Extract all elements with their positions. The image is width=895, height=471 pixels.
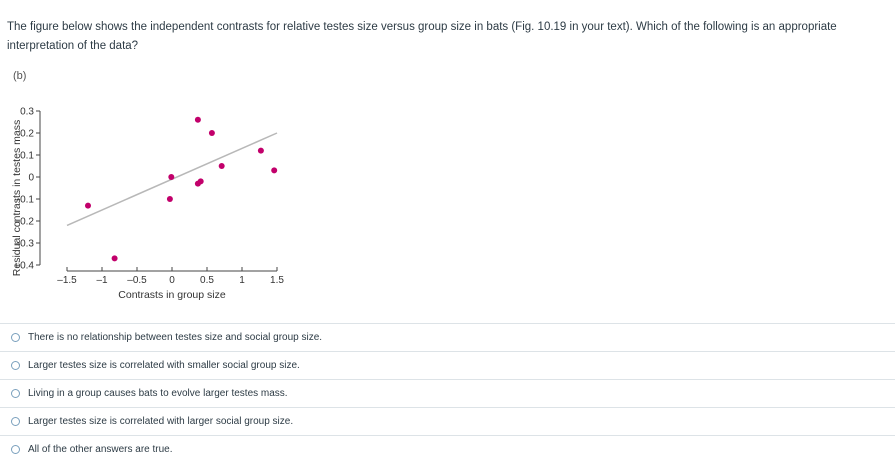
figure-panel-label: (b) (13, 70, 27, 82)
answer-label: All of the other answers are true. (28, 444, 173, 455)
scatter-chart: 0.3 0.2 0.1 0 –0.1 –0.2 –0.3 –0.4 –1.5 –1 –0.5 0 0.5… (11, 107, 285, 302)
y-axis-label: Residual contrasts in testes mass (11, 120, 23, 276)
y-tick-label: –0.3 (15, 239, 35, 250)
x-tick-label: –1 (96, 275, 108, 286)
x-tick-label: 1.5 (270, 275, 284, 286)
radio-icon[interactable] (11, 417, 20, 426)
question-text: The figure below shows the independent c… (7, 21, 837, 52)
answer-option-5[interactable]: All of the other answers are true. (0, 435, 895, 463)
y-tick-label: 0.1 (20, 151, 34, 162)
radio-icon[interactable] (11, 333, 20, 342)
x-tick-label: –0.5 (127, 275, 147, 286)
radio-icon[interactable] (11, 445, 20, 454)
data-point (85, 202, 91, 209)
answer-label: Larger testes size is correlated with sm… (28, 360, 300, 371)
x-tick-label: 1 (239, 275, 245, 286)
x-axis-label: Contrasts in group size (118, 289, 226, 301)
y-tick-label: –0.4 (15, 261, 35, 272)
data-point (257, 147, 264, 154)
answer-label: There is no relationship between testes … (28, 332, 323, 343)
data-point (197, 178, 204, 185)
y-tick-label: –0.1 (15, 195, 35, 206)
answer-option-1[interactable]: There is no relationship between testes … (0, 323, 895, 351)
data-point (271, 167, 278, 174)
radio-icon[interactable] (11, 389, 20, 398)
data-point (194, 116, 201, 123)
answer-list: There is no relationship between testes … (0, 323, 895, 463)
y-tick-label: 0.3 (20, 107, 34, 118)
x-tick-label: 0.5 (200, 275, 214, 286)
x-tick-label: –1.5 (57, 275, 77, 286)
x-tick-label: 0 (169, 275, 175, 286)
answer-label: Larger testes size is correlated with la… (28, 416, 294, 427)
data-point (111, 255, 118, 262)
radio-icon[interactable] (11, 361, 20, 370)
answer-option-4[interactable]: Larger testes size is correlated with la… (0, 407, 895, 435)
y-tick-label: 0.2 (20, 129, 34, 140)
chart-axes: 0.3 0.2 0.1 0 –0.1 –0.2 –0.3 –0.4 –1.5 –1 –0.5 0 0.5… (15, 107, 285, 287)
y-tick-label: –0.2 (15, 217, 35, 228)
answer-label: Living in a group causes bats to evolve … (28, 388, 288, 399)
data-point (168, 174, 175, 180)
answer-option-3[interactable]: Living in a group causes bats to evolve … (0, 379, 895, 407)
y-tick-label: 0 (28, 173, 34, 184)
data-point (218, 163, 225, 169)
data-points (85, 116, 278, 262)
answer-option-2[interactable]: Larger testes size is correlated with sm… (0, 351, 895, 379)
data-point (166, 196, 173, 202)
data-point (208, 130, 215, 136)
